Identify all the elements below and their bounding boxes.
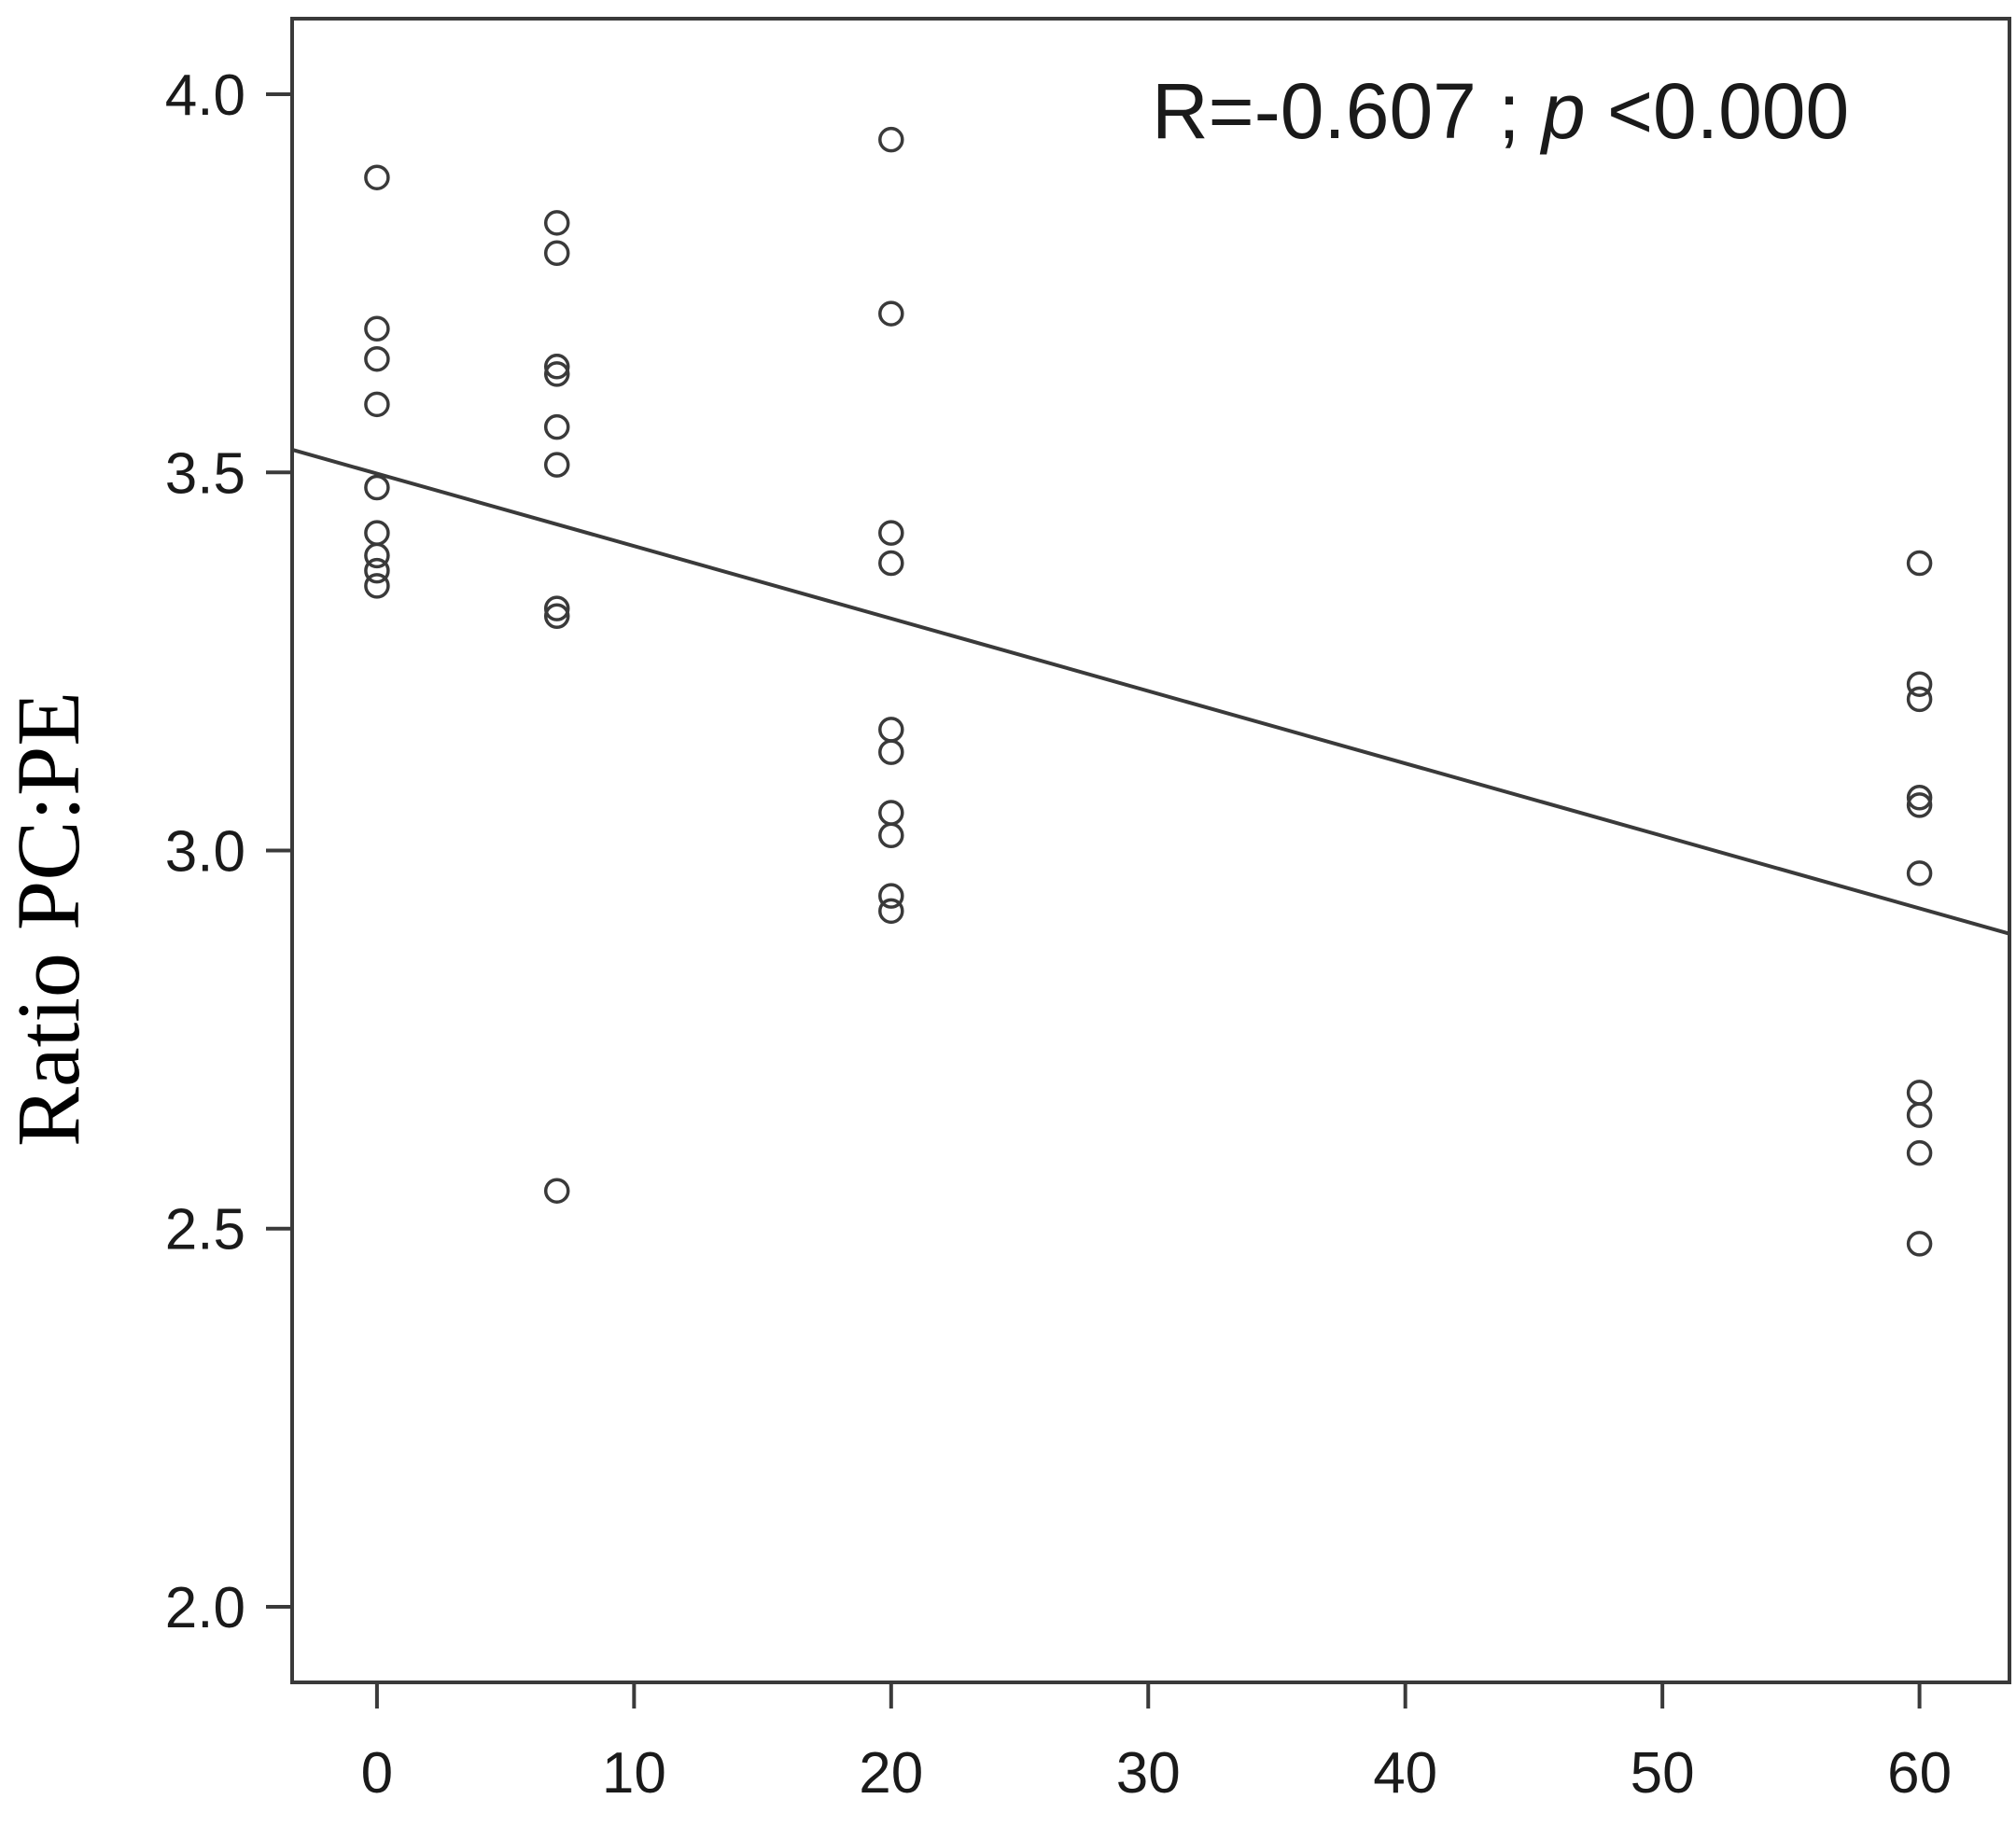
data-point bbox=[543, 210, 570, 236]
x-tick-label: 30 bbox=[1116, 1741, 1181, 1806]
data-point bbox=[878, 898, 904, 925]
data-point bbox=[364, 391, 390, 418]
annotation-p-symbol: p bbox=[1539, 67, 1586, 155]
data-point bbox=[543, 595, 570, 621]
y-axis-title: Ratio PC:PE bbox=[0, 691, 98, 1147]
data-point bbox=[1906, 1080, 1933, 1106]
data-point bbox=[878, 300, 904, 327]
data-point bbox=[878, 717, 904, 743]
data-point bbox=[878, 800, 904, 826]
data-point bbox=[543, 1178, 570, 1204]
regression-line-layer bbox=[291, 448, 2010, 936]
data-point bbox=[543, 240, 570, 266]
data-point bbox=[543, 452, 570, 478]
y-tick-label: 3.5 bbox=[165, 441, 245, 506]
data-point bbox=[878, 550, 904, 577]
data-point bbox=[878, 822, 904, 849]
y-tick-label: 2.5 bbox=[165, 1198, 245, 1262]
data-point bbox=[543, 361, 570, 387]
data-point bbox=[878, 739, 904, 765]
data-point bbox=[1906, 686, 1933, 713]
data-point bbox=[1906, 1102, 1933, 1128]
data-point bbox=[1906, 1231, 1933, 1257]
data-point bbox=[1906, 1139, 1933, 1166]
data-point bbox=[364, 542, 390, 569]
data-point bbox=[364, 573, 390, 599]
data-point bbox=[1906, 785, 1933, 811]
data-point bbox=[543, 603, 570, 630]
data-point bbox=[1906, 550, 1933, 577]
data-point bbox=[1906, 792, 1933, 818]
y-axis: 2.0 2.5 3.0 3.5 4.0 bbox=[165, 63, 292, 1640]
regression-line bbox=[291, 448, 2010, 936]
x-tick-label: 10 bbox=[602, 1741, 666, 1806]
data-point bbox=[364, 345, 390, 372]
data-point bbox=[878, 520, 904, 546]
data-point bbox=[543, 354, 570, 380]
x-tick-label: 20 bbox=[859, 1741, 923, 1806]
y-tick-label: 4.0 bbox=[165, 63, 245, 128]
y-tick-label: 3.0 bbox=[165, 820, 245, 885]
y-tick-label: 2.0 bbox=[165, 1576, 245, 1640]
data-point bbox=[878, 126, 904, 153]
data-point bbox=[543, 413, 570, 440]
data-points bbox=[364, 126, 1933, 1257]
annotation-suffix: <0.000 bbox=[1586, 67, 1850, 155]
x-tick-label: 0 bbox=[361, 1741, 393, 1806]
x-tick-label: 40 bbox=[1373, 1741, 1437, 1806]
x-tick-label: 60 bbox=[1887, 1741, 1952, 1806]
data-point bbox=[1906, 671, 1933, 697]
data-point bbox=[1906, 860, 1933, 886]
data-point bbox=[364, 474, 390, 501]
x-axis: 0 10 20 30 40 50 60 bbox=[361, 1682, 1952, 1806]
data-point bbox=[364, 164, 390, 190]
x-tick-label: 50 bbox=[1631, 1741, 1695, 1806]
data-point bbox=[878, 883, 904, 909]
correlation-annotation: R=-0.607 ; p <0.000 bbox=[1152, 67, 1849, 155]
annotation-prefix: R=-0.607 ; bbox=[1152, 67, 1542, 155]
data-point bbox=[364, 520, 390, 546]
data-point bbox=[364, 315, 390, 342]
plot-frame bbox=[290, 17, 2011, 1684]
data-point bbox=[364, 557, 390, 584]
